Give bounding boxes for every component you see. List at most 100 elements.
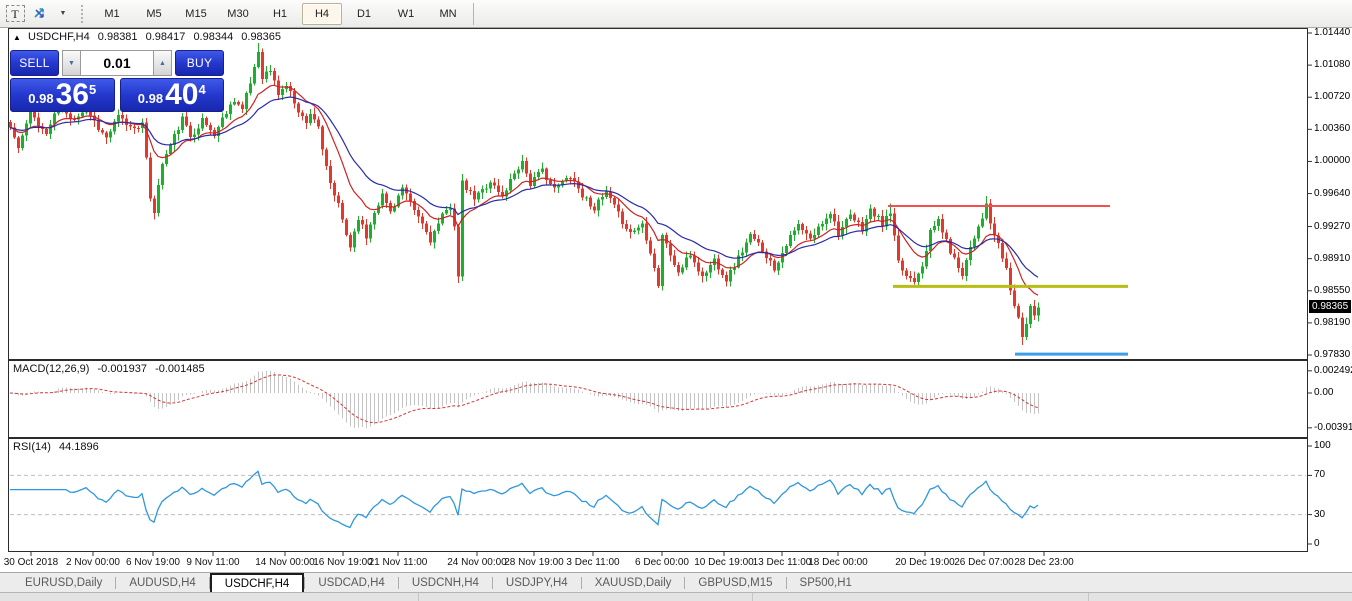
timeframe-button-m1[interactable]: M1 [104,7,120,20]
tool-dropdown-button[interactable]: ▼ [51,3,75,25]
time-axis: 30 Oct 2018 2 Nov 00:00 6 Nov 19:00 9 Nov 1… [0,552,1352,572]
price-axis-label: 0.99270 [1314,220,1351,232]
price-axis-label: 0.99640 [1314,187,1351,199]
price-axis-label: 0.98910 [1314,252,1351,264]
rsi-chart[interactable] [0,438,1352,552]
time-axis-label: 18 Dec 00:00 [808,557,868,568]
tab-sp500-h1[interactable]: SP500,H1 [799,576,852,589]
tab-gbpusd-m15[interactable]: GBPUSD,M15 [698,576,773,589]
text-tool-icon: T [5,5,25,22]
chart-high-value: 0.98417 [145,31,186,43]
text-tool-button[interactable]: T [3,3,27,25]
time-axis-label: 16 Nov 19:00 [313,557,373,568]
time-axis-label: 14 Nov 00:00 [255,557,315,568]
triangle-down-icon: ▼ [68,59,75,67]
buy-button[interactable]: BUY [175,50,224,76]
toolbar-grip [81,4,85,23]
timeframe-button-m5[interactable]: M5 [146,7,162,20]
macd-label: MACD(12,26,9) [13,363,90,375]
buy-price-display[interactable]: 0.98 40 4 [119,78,224,112]
tab-usdcad-h4[interactable]: USDCAD,H4 [318,576,385,589]
candlestick-chart[interactable] [0,28,1352,360]
rsi-value: 44.1896 [58,441,99,453]
triangle-up-icon: ▲ [159,59,166,67]
price-axis-label: 0.98550 [1314,284,1351,296]
chart-open-value: 0.98381 [97,31,138,43]
rsi-panel: RSI(14) 44.1896 100 70 30 0 [0,438,1352,552]
price-axis-label: 1.00720 [1314,91,1351,103]
price-axis-label: 0.97830 [1314,349,1351,360]
price-axis-label: 1.01080 [1314,59,1351,71]
rsi-axis-label: 0 [1314,538,1320,549]
sync-arrows-button[interactable] [27,3,51,25]
buy-price-main: 40 [165,78,199,111]
tab-divider [304,576,306,589]
rsi-axis-label: 30 [1314,508,1326,520]
time-axis-label: 28 Nov 19:00 [504,557,564,568]
chevron-down-icon: ▼ [59,10,67,17]
buy-price-prefix: 0.98 [137,91,164,106]
tab-divider [785,576,787,589]
chart-symbol-period: USDCHF,H4 [27,31,90,43]
volume-input[interactable]: 0.01 [81,50,153,76]
macd-main-value: -0.001937 [97,363,148,375]
timeframe-button-m30[interactable]: M30 [227,7,249,20]
timeframe-button-d1[interactable]: D1 [356,7,372,20]
tab-divider [491,576,493,589]
volume-decrease-button[interactable]: ▼ [62,50,81,76]
tab-usdcnh-h4[interactable]: USDCNH,H4 [411,576,479,589]
tab-usdchf-h4[interactable]: USDCHF,H4 [209,573,305,592]
chart-ohlc-header: ▲ USDCHF,H4 0.98381 0.98417 0.98344 0.98… [13,31,286,43]
timeframe-button-m15[interactable]: M15 [185,7,207,20]
time-axis-label: 26 Dec 07:00 [954,557,1014,568]
sell-price-display[interactable]: 0.98 36 5 [10,78,115,112]
sync-arrows-icon [34,8,44,18]
chart-low-value: 0.98344 [193,31,234,43]
volume-increase-button[interactable]: ▲ [153,50,172,76]
chart-tab-bar: EURUSD,Daily AUDUSD,H4 USDCHF,H4 USDCAD,H4 U… [0,572,1352,592]
tab-usdjpy-h4[interactable]: USDJPY,H4 [505,576,568,589]
time-axis-label: 10 Dec 19:00 [694,557,754,568]
toolbar-separator [473,2,474,25]
timeframe-button-h1[interactable]: H1 [272,7,288,20]
buy-price-pip: 4 [198,82,206,97]
chart-close-value: 0.98365 [241,31,282,43]
status-divider [418,593,419,601]
timeframe-button-w1[interactable]: W1 [397,7,415,20]
rsi-axis-label: 70 [1314,469,1326,481]
time-axis-label: 2 Nov 00:00 [66,557,120,568]
one-click-trade-panel: SELL ▼ 0.01 ▲ BUY 0.98 36 5 0.98 40 4 [10,50,224,112]
time-axis-label: 28 Dec 23:00 [1014,557,1074,568]
macd-header: MACD(12,26,9) -0.001937 -0.001485 [13,363,210,375]
sell-price-main: 36 [55,78,89,111]
main-chart-panel: ▲ USDCHF,H4 0.98381 0.98417 0.98344 0.98… [0,27,1352,360]
time-ticks [30,552,1045,556]
tab-divider [115,576,117,589]
status-divider [1088,593,1089,601]
tab-audusd-h4[interactable]: AUDUSD,H4 [129,576,196,589]
price-axis-label: 1.00360 [1314,123,1351,135]
tab-divider [208,576,210,589]
timeframe-button-mn[interactable]: MN [439,7,457,20]
status-divider [752,593,753,601]
macd-axis-label: -0.003913 [1314,421,1352,433]
current-price-tag: 0.98365 [1309,300,1352,314]
macd-chart[interactable] [0,360,1352,438]
sell-button[interactable]: SELL [10,50,59,76]
timeframe-group: M1 M5 M15 M30 H1 H4 D1 W1 MN [91,2,469,25]
sell-price-pip: 5 [88,82,97,97]
tab-divider [397,576,399,589]
timeframe-button-h4[interactable]: H4 [302,2,342,25]
collapse-panel-icon[interactable]: ▲ [13,33,21,42]
macd-axis-label: 0.00 [1314,387,1334,398]
tab-divider [684,576,686,589]
time-axis-label: 21 Nov 11:00 [368,557,428,568]
macd-axis-label: 0.002492 [1314,364,1352,376]
tab-xauusd-daily[interactable]: XAUUSD,Daily [594,576,672,589]
price-axis-label: 1.01440 [1314,27,1351,38]
tab-divider [580,576,582,589]
tab-eurusd-daily[interactable]: EURUSD,Daily [25,576,103,589]
price-axis-label: 1.00000 [1314,155,1351,167]
time-axis-label: 6 Dec 00:00 [635,557,689,568]
macd-signal-value: -0.001485 [155,363,205,375]
